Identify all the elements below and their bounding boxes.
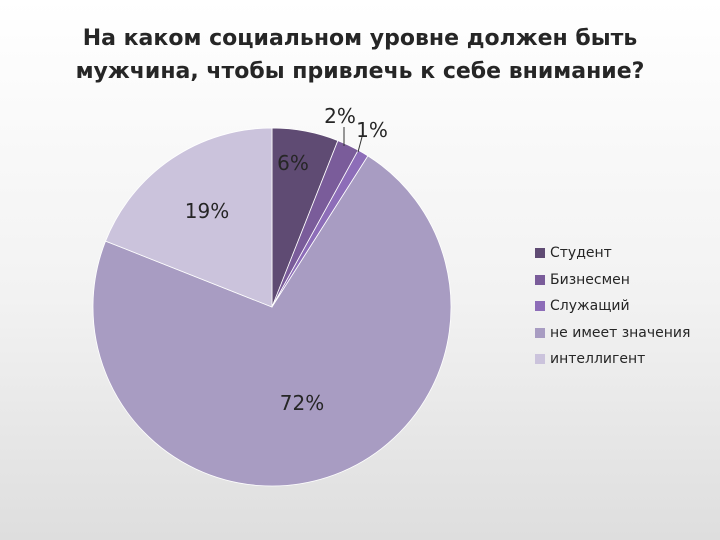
legend-item: не имеет значения [535,320,690,347]
data-label-0: 6% [277,151,309,175]
legend-label: интеллигент [550,351,646,368]
data-label-2: 1% [356,118,388,142]
legend-label: не имеет значения [550,324,691,341]
legend-item: Студент [535,240,690,267]
data-label-4: 19% [185,199,229,223]
legend-swatch-4 [535,354,545,365]
legend-swatch-3 [535,327,545,338]
pie-slice-4 [105,127,273,308]
leader-line-2 [357,136,363,153]
legend-label: Студент [550,245,612,262]
legend-label: Бизнесмен [550,271,630,288]
legend-label: Служащий [550,298,630,315]
data-label-3: 72% [280,391,324,415]
legend-item: Бизнесмен [535,267,690,294]
legend: Студент Бизнесмен Служащий не имеет знач… [535,240,690,373]
legend-swatch-0 [535,248,545,259]
chart-title: На каком социальном уровне должен быть м… [75,26,645,84]
legend-item: Служащий [535,293,690,320]
pie-slice-3 [92,155,452,487]
legend-swatch-2 [535,301,545,312]
legend-item: интеллигент [535,346,690,373]
legend-swatch-1 [535,274,545,285]
data-label-1: 2% [324,104,356,128]
